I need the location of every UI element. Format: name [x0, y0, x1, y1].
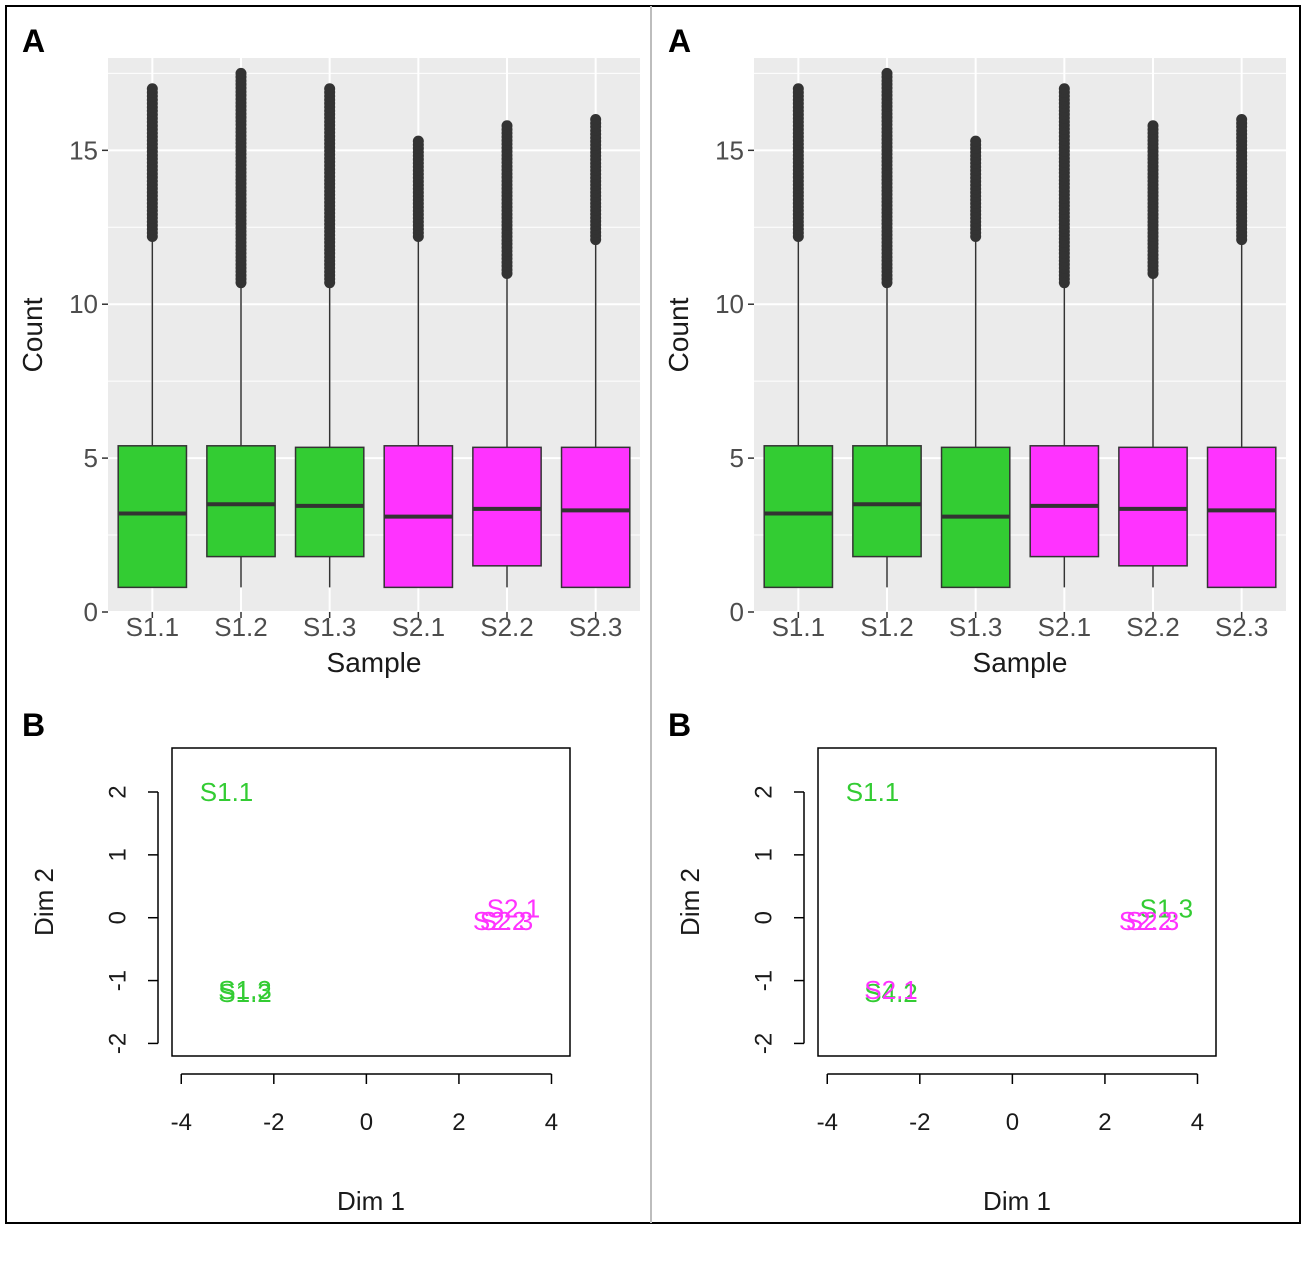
- y-tick-label: -2: [751, 1033, 778, 1054]
- box-S2.3: [560, 446, 631, 589]
- point-label-S2.2: S2.2: [1119, 906, 1173, 936]
- outlier-point: [412, 135, 424, 147]
- x-tick-label: 4: [545, 1109, 558, 1136]
- x-tick-label: -2: [263, 1109, 284, 1136]
- x-axis-title: Sample: [973, 647, 1068, 678]
- point-label-S1.2: S1.2: [218, 978, 271, 1008]
- x-tick-label: -2: [909, 1109, 930, 1136]
- point-label-S2.1: S2.1: [487, 893, 540, 923]
- y-tick-label: -1: [105, 970, 132, 991]
- y-tick-label: 0: [751, 911, 778, 924]
- point-label-S2.2: S2.2: [473, 906, 527, 936]
- y-tick-label: 0: [730, 597, 744, 627]
- y-tick-label: 2: [105, 785, 132, 798]
- box-S1.2: [206, 445, 276, 558]
- x-tick-label: 0: [360, 1109, 373, 1136]
- y-tick-label: 5: [84, 443, 98, 473]
- x-tick-label: 2: [452, 1109, 465, 1136]
- outlier-point: [146, 83, 158, 95]
- outlier-point: [590, 114, 602, 126]
- x-tick-label: S2.3: [569, 612, 623, 642]
- x-tick-label: -4: [171, 1109, 192, 1136]
- point-label-S2.1: S2.1: [864, 975, 918, 1005]
- x-tick-label: 2: [1098, 1109, 1111, 1136]
- plot-background: [754, 58, 1286, 612]
- y-tick-label: 5: [730, 443, 744, 473]
- x-tick-label: S2.2: [480, 612, 534, 642]
- point-label-S1.3: S1.3: [1140, 893, 1194, 923]
- outlier-point: [324, 83, 336, 95]
- point-label-S1.1: S1.1: [200, 777, 254, 807]
- x-tick-label: S1.2: [214, 612, 268, 642]
- x-axis-title: Sample: [327, 647, 422, 678]
- x-tick-label: S2.1: [392, 612, 446, 642]
- y-tick-label: 15: [715, 135, 744, 165]
- outlier-point: [970, 135, 982, 147]
- point-label-S1.1: S1.1: [846, 777, 900, 807]
- x-tick-label: S1.1: [772, 612, 826, 642]
- box-S1.1: [763, 445, 834, 589]
- outlier-point: [1236, 114, 1248, 126]
- x-tick-label: -4: [817, 1109, 838, 1136]
- box-S1.3: [294, 446, 365, 558]
- y-axis-title: Dim 2: [675, 868, 705, 936]
- figure-border: [5, 5, 1301, 1224]
- plot-box: [817, 747, 1217, 1057]
- y-tick-label: 2: [751, 785, 778, 798]
- y-axis-title: Count: [663, 297, 694, 372]
- point-label-S4.2: S4.2: [864, 978, 918, 1008]
- plot-box: [171, 747, 571, 1057]
- panel-letter: B: [668, 707, 691, 743]
- x-tick-label: 4: [1191, 1109, 1204, 1136]
- y-tick-label: 15: [69, 135, 98, 165]
- box-S2.2: [472, 446, 542, 567]
- outlier-point: [235, 67, 247, 79]
- point-label-S2.3: S2.3: [1126, 906, 1180, 936]
- x-tick-label: S2.1: [1038, 612, 1092, 642]
- y-axis-title: Count: [17, 297, 48, 372]
- x-axis-title: Dim 1: [983, 1186, 1051, 1216]
- box-S1.1: [117, 445, 188, 589]
- panel-letter: B: [22, 707, 45, 743]
- panel-letter: A: [22, 23, 45, 59]
- y-tick-label: 0: [105, 911, 132, 924]
- outlier-point: [501, 120, 513, 132]
- y-tick-label: 0: [84, 597, 98, 627]
- y-tick-label: -2: [105, 1033, 132, 1054]
- outlier-point: [792, 83, 804, 95]
- x-tick-label: 0: [1006, 1109, 1019, 1136]
- x-tick-label: S1.3: [303, 612, 357, 642]
- box-S1.2: [852, 445, 922, 558]
- y-tick-label: 1: [751, 848, 778, 861]
- x-tick-label: S1.1: [126, 612, 180, 642]
- x-tick-label: S2.2: [1126, 612, 1180, 642]
- y-tick-label: 1: [105, 848, 132, 861]
- box-S2.3: [1206, 446, 1277, 589]
- plot-background: [108, 58, 640, 612]
- box-S2.1: [1029, 445, 1100, 558]
- y-tick-label: 10: [69, 289, 98, 319]
- panel-letter: A: [668, 23, 691, 59]
- y-tick-label: 10: [715, 289, 744, 319]
- point-label-S2.3: S2.3: [480, 906, 534, 936]
- outlier-point: [1058, 83, 1070, 95]
- x-tick-label: S2.3: [1215, 612, 1269, 642]
- box-S2.2: [1118, 446, 1188, 567]
- x-tick-label: S1.2: [860, 612, 914, 642]
- x-axis-title: Dim 1: [337, 1186, 405, 1216]
- point-label-S1.3: S1.3: [218, 975, 271, 1005]
- y-tick-label: -1: [751, 970, 778, 991]
- y-axis-title: Dim 2: [29, 868, 59, 936]
- outlier-point: [1147, 120, 1159, 132]
- outlier-point: [881, 67, 893, 79]
- x-tick-label: S1.3: [949, 612, 1003, 642]
